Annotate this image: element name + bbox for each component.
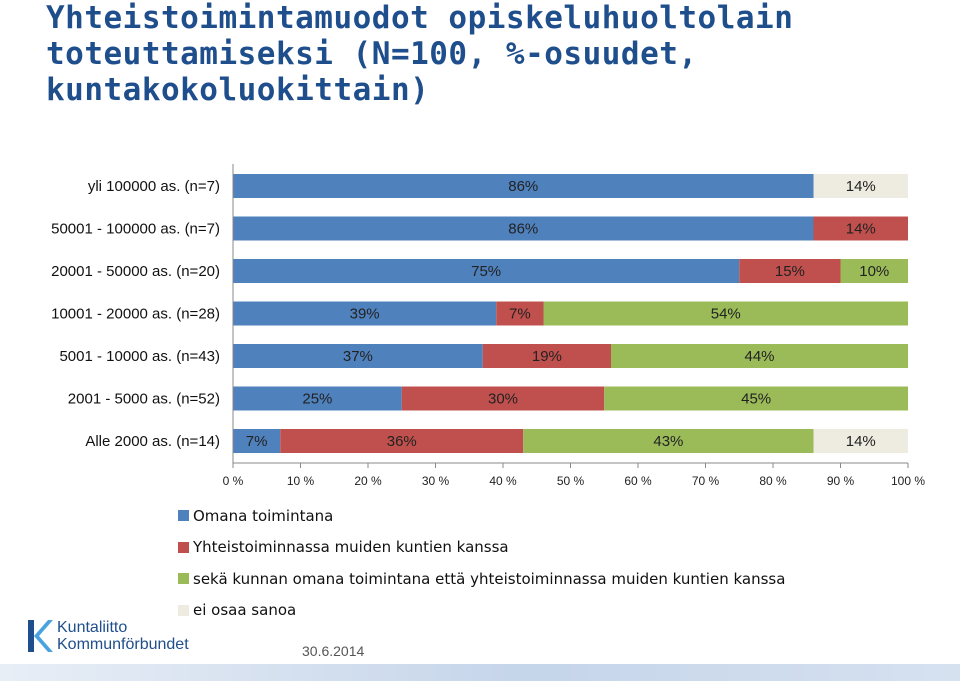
category-label: 5001 - 10000 as. (n=43)	[59, 348, 220, 365]
data-label: 75%	[471, 263, 501, 280]
bar-segment	[401, 386, 605, 411]
data-label: 25%	[302, 391, 332, 408]
data-label: 15%	[775, 263, 805, 280]
x-tick-label: 80 %	[759, 474, 787, 488]
stacked-bar-chart: yli 100000 as. (n=7) 86% 14% 50001 - 100000…	[51, 164, 925, 488]
bar-segment	[523, 429, 814, 453]
data-label: 30%	[488, 391, 518, 408]
legend-item-ei-osaa: ei osaa sanoa	[178, 595, 785, 627]
data-label: 37%	[343, 348, 373, 365]
bar-segment	[233, 259, 740, 283]
bar-segment	[482, 344, 611, 368]
bar-segment	[233, 216, 814, 241]
x-tick-label: 90 %	[827, 474, 855, 488]
x-tick-label: 20 %	[354, 474, 382, 488]
data-label: 14%	[846, 433, 876, 450]
x-tick-label: 70 %	[692, 474, 720, 488]
category-label: 20001 - 50000 as. (n=20)	[51, 263, 220, 280]
x-tick-label: 30 %	[422, 474, 450, 488]
kuntaliitto-logo: Kuntaliitto Kommunförbundet	[26, 616, 189, 656]
data-label: 10%	[859, 263, 889, 280]
bar-segment	[813, 216, 908, 241]
x-tick-label: 60 %	[624, 474, 652, 488]
bar-segment	[611, 344, 908, 368]
bar-segment	[813, 174, 908, 198]
data-label: 54%	[711, 306, 741, 323]
legend-item-omana: Omana toimintana	[178, 500, 785, 532]
logo-text: Kuntaliitto Kommunförbundet	[57, 619, 189, 653]
bar-segment	[813, 429, 908, 453]
data-label: 7%	[246, 433, 268, 450]
logo-line-2: Kommunförbundet	[57, 636, 189, 653]
legend: Omana toimintana Yhteistoiminnassa muide…	[178, 500, 785, 626]
bar-segment	[604, 386, 908, 411]
footer-date: 30.6.2014	[302, 643, 365, 659]
bar-segment	[739, 259, 841, 283]
data-label: 44%	[744, 348, 774, 365]
data-label: 14%	[846, 178, 876, 195]
data-label: 36%	[387, 433, 417, 450]
bar-segment	[280, 429, 524, 453]
legend-item-molemmat: sekä kunnan omana toimintana että yhteis…	[178, 563, 785, 595]
bar-segment	[233, 429, 281, 453]
legend-swatch	[178, 510, 189, 522]
bar-segment	[233, 386, 402, 411]
category-label: 2001 - 5000 as. (n=52)	[68, 391, 220, 408]
data-label: 86%	[508, 178, 538, 195]
category-label: 50001 - 100000 as. (n=7)	[51, 221, 220, 238]
category-label: Alle 2000 as. (n=14)	[85, 433, 220, 450]
x-tick-label: 100 %	[891, 474, 925, 488]
x-tick-label: 0 %	[223, 474, 244, 488]
bar-segment	[496, 301, 544, 326]
legend-label: Yhteistoiminnassa muiden kuntien kanssa	[193, 538, 509, 557]
legend-item-yhteistoiminta: Yhteistoiminnassa muiden kuntien kanssa	[178, 532, 785, 564]
category-label: yli 100000 as. (n=7)	[88, 178, 220, 195]
data-label: 45%	[741, 391, 771, 408]
data-label: 43%	[653, 433, 683, 450]
legend-label: sekä kunnan omana toimintana että yhteis…	[193, 569, 786, 588]
legend-swatch	[178, 573, 189, 585]
logo-mark-icon	[28, 620, 53, 652]
legend-swatch	[178, 604, 189, 616]
bottom-band	[0, 664, 960, 681]
bar-segment	[840, 259, 908, 283]
bar-segment	[233, 174, 814, 198]
data-label: 39%	[350, 306, 380, 323]
x-tick-label: 50 %	[557, 474, 585, 488]
data-label: 7%	[509, 306, 531, 323]
bar-segment	[543, 301, 908, 326]
legend-label: ei osaa sanoa	[193, 601, 297, 620]
category-label: 10001 - 20000 as. (n=28)	[51, 306, 220, 323]
legend-label: Omana toimintana	[193, 506, 334, 525]
data-label: 86%	[508, 221, 538, 238]
bar-segment	[233, 301, 497, 326]
chart-title: Yhteistoimintamuodot opiskeluhuoltolain …	[46, 0, 794, 108]
x-tick-label: 10 %	[287, 474, 315, 488]
data-label: 19%	[532, 348, 562, 365]
bar-segment	[233, 344, 483, 368]
logo-line-1: Kuntaliitto	[57, 619, 128, 636]
x-tick-label: 40 %	[489, 474, 517, 488]
legend-swatch	[178, 541, 189, 553]
data-label: 14%	[846, 221, 876, 238]
